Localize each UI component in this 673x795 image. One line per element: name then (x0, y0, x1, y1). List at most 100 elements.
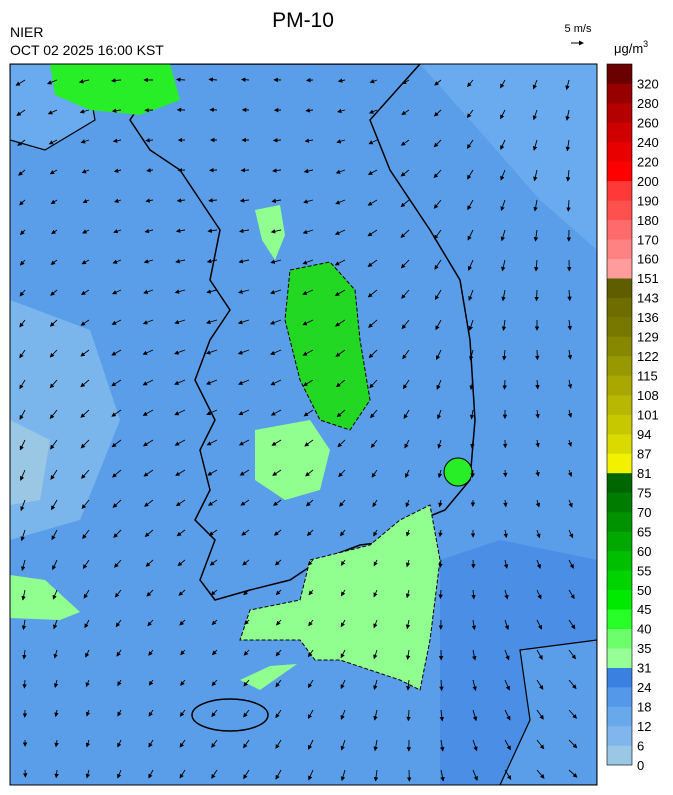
legend-swatch (607, 492, 632, 513)
wind-arrow (49, 319, 58, 327)
wind-arrow (504, 769, 512, 781)
wind-arrow (176, 198, 186, 203)
wind-arrow (334, 259, 346, 266)
wind-arrow (275, 619, 282, 626)
wind-arrow (500, 109, 506, 120)
legend-swatch (607, 141, 632, 162)
legend-label: 12 (637, 719, 651, 734)
wind-arrow (148, 709, 154, 717)
wind-arrow (275, 739, 282, 750)
wind-arrow (113, 168, 122, 173)
timestamp: OCT 02 2025 16:00 KST (10, 42, 164, 58)
wind-arrow (275, 649, 282, 657)
wind-arrow (274, 559, 282, 566)
legend-label: 129 (637, 330, 659, 345)
wind-arrow (400, 199, 410, 208)
wind-arrow (17, 139, 26, 146)
wind-arrow (117, 739, 122, 748)
wind-arrow (405, 559, 411, 568)
wind-arrow (208, 198, 218, 203)
wind-arrow (111, 289, 122, 295)
wind-arrow (275, 589, 282, 596)
wind-arrow (402, 379, 410, 390)
land-japan (499, 639, 597, 785)
wind-arrow (142, 409, 154, 416)
wind-arrow (438, 559, 443, 569)
wind-arrow (51, 529, 58, 541)
wind-arrow (145, 138, 154, 143)
legend-swatch (607, 356, 632, 376)
wind-arrow (434, 259, 442, 270)
wind-arrow (568, 769, 578, 778)
wind-arrow (469, 379, 474, 391)
wind-arrow (400, 169, 410, 177)
legend-swatch (607, 726, 632, 746)
wind-arrow (80, 439, 90, 449)
wind-arrow (49, 169, 58, 175)
wind-arrow (468, 319, 474, 331)
legend-label: 143 (637, 291, 659, 306)
legend-swatch (607, 258, 632, 279)
legend-label: 50 (637, 583, 651, 598)
wind-arrow (144, 499, 154, 507)
wind-arrow (308, 739, 314, 750)
wind-arrow (336, 409, 346, 418)
wind-arrow (180, 679, 186, 686)
wind-arrow (373, 769, 379, 782)
pm-zone (10, 575, 80, 620)
wind-arrow (112, 138, 122, 143)
legend-label: 108 (637, 388, 659, 403)
legend-swatch (607, 706, 632, 727)
wind-arrow (406, 709, 411, 722)
wind-arrow (302, 349, 314, 356)
wind-arrow (143, 289, 154, 294)
wind-arrow (48, 139, 58, 145)
legend-swatch (607, 64, 632, 84)
legend-swatch (607, 180, 632, 201)
wind-arrow (117, 709, 122, 717)
wind-arrow (175, 499, 186, 507)
wind-arrow (568, 649, 576, 660)
wind-arrow (50, 469, 58, 480)
legend-label: 151 (637, 271, 659, 286)
wind-arrow (80, 139, 90, 144)
legend-swatch (607, 317, 632, 337)
wind-arrow (467, 259, 474, 271)
wind-arrow (272, 138, 282, 143)
wind-arrow (335, 379, 346, 388)
wind-arrow (244, 619, 250, 625)
legend-label: 280 (637, 96, 659, 111)
legend-label: 190 (637, 193, 659, 208)
wind-arrow (534, 259, 539, 272)
legend-label: 35 (637, 641, 651, 656)
wind-arrow (19, 289, 26, 297)
wind-arrow (51, 229, 58, 235)
legend-swatch (607, 745, 632, 766)
wind-arrow (275, 769, 282, 780)
wind-arrow (176, 529, 186, 537)
wind-arrow (504, 739, 511, 751)
wind-arrow (175, 77, 186, 82)
wind-arrow (304, 439, 314, 447)
wind-arrow (80, 349, 90, 357)
legend-label: 45 (637, 602, 651, 617)
wind-arrow (470, 469, 475, 478)
wind-arrow (206, 409, 218, 416)
legend-swatch (607, 433, 632, 454)
wind-arrow (369, 79, 378, 84)
wind-arrow (174, 439, 186, 446)
wind-arrow (405, 619, 411, 630)
wind-arrow (270, 349, 282, 355)
wind-arrow (142, 349, 154, 355)
wind-arrow (175, 469, 186, 476)
legend-swatch (607, 589, 632, 610)
wind-arrow (272, 469, 282, 476)
wind-arrow (472, 709, 478, 722)
wind-arrow (117, 769, 122, 779)
wind-arrow (53, 679, 59, 688)
wind-arrow (532, 139, 538, 151)
wind-arrow (239, 469, 250, 476)
wind-arrow (113, 198, 122, 203)
wind-arrow (307, 679, 314, 689)
wind-arrow (143, 469, 154, 477)
